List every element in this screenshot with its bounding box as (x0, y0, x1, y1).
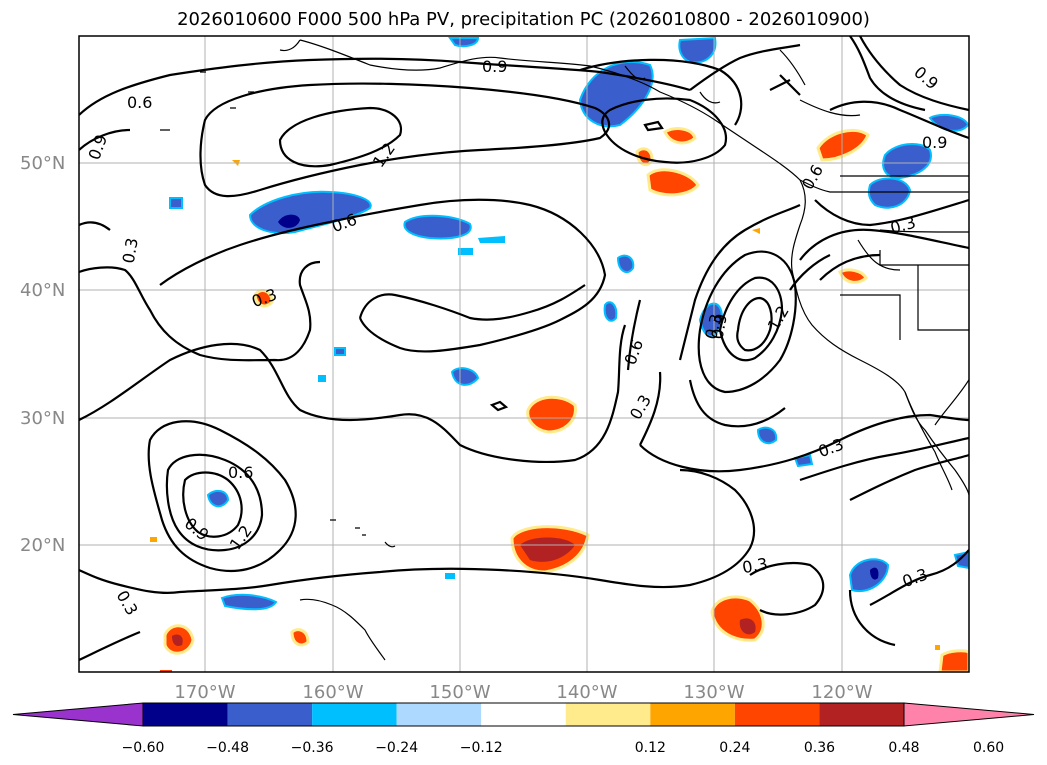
colorbar-segment (396, 703, 482, 726)
colorbar-segment (650, 703, 735, 726)
lat-label: 40°N (20, 280, 65, 301)
lat-label: 30°N (20, 408, 65, 429)
colorbar-segment (312, 703, 397, 726)
contour-label: 0.6 (228, 463, 253, 482)
colorbar-tick-label: 0.48 (888, 740, 919, 756)
colorbar-tick-label: −0.36 (291, 740, 334, 756)
precip-negative-shading (169, 36, 969, 611)
map-title: 2026010600 F000 500 hPa PV, precipitatio… (177, 9, 870, 30)
lon-label: 160°W (302, 682, 363, 703)
lon-label: 140°W (556, 682, 617, 703)
colorbar-tick-label: 0.24 (719, 740, 750, 756)
contour-label: 0.6 (127, 93, 152, 112)
colorbar-tick-label: −0.24 (375, 740, 418, 756)
contour-label: 0.9 (708, 312, 731, 340)
colorbar-segment (227, 703, 313, 726)
colorbar-tick-label: −0.60 (122, 740, 165, 756)
pv-contours (79, 36, 969, 661)
contour-label: 0.9 (482, 57, 507, 76)
colorbar-tick-label: 0.12 (635, 740, 666, 756)
latitude-labels: 50°N 40°N 30°N 20°N (20, 153, 65, 556)
colorbar-segment (819, 703, 904, 726)
colorbar-tick-label: 0.60 (973, 740, 1004, 756)
lat-label: 20°N (20, 535, 65, 556)
colorbar-extend-high (903, 702, 1035, 727)
contour-label: 0.3 (741, 554, 769, 577)
map-area (79, 36, 969, 672)
contour-label: 0.3 (119, 236, 142, 264)
colorbar-segment (143, 703, 228, 726)
colorbar-tick-label: −0.12 (460, 740, 503, 756)
lon-label: 150°W (429, 682, 490, 703)
colorbar (12, 702, 1035, 727)
lon-label: 130°W (683, 682, 744, 703)
lon-label: 120°W (811, 682, 872, 703)
colorbar-extend-low (12, 702, 144, 727)
map-frame (78, 35, 970, 673)
colorbar-segment (565, 703, 651, 726)
colorbar-segment (734, 703, 820, 726)
longitude-labels: 170°W 160°W 150°W 140°W 130°W 120°W (174, 682, 872, 703)
colorbar-outline (142, 702, 905, 727)
lat-label: 50°N (20, 153, 65, 174)
contour-label: 0.9 (922, 133, 947, 152)
lon-label: 170°W (174, 682, 235, 703)
colorbar-labels: −0.60 −0.48 −0.36 −0.24 −0.12 0.12 0.24 … (122, 740, 1005, 756)
precip-positive-shading (150, 127, 969, 672)
colorbar-segment (481, 703, 566, 726)
colorbar-tick-label: 0.36 (804, 740, 835, 756)
colorbar-tick-label: −0.48 (206, 740, 249, 756)
